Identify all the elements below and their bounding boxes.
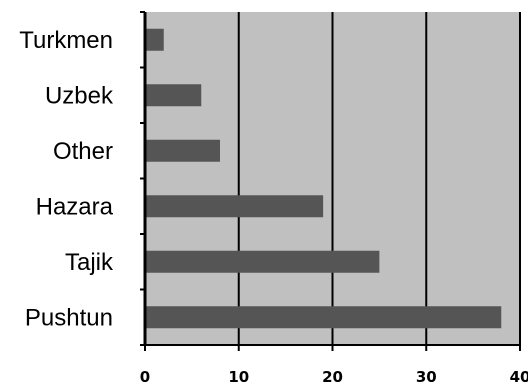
bar-other [145,139,220,162]
category-label-other: Other [53,138,113,165]
category-label-turkmen: Turkmen [19,27,113,54]
x-tick-label-0: 0 [140,368,150,385]
bar-uzbek [145,84,202,107]
category-label-tajik: Tajik [65,249,114,276]
bar-pushtun [145,306,502,329]
x-tick-label-20: 20 [322,368,343,385]
category-label-uzbek: Uzbek [45,82,114,109]
bar-turkmen [145,28,164,51]
bar-tajik [145,250,380,273]
bar-hazara [145,195,324,218]
category-label-hazara: Hazara [36,193,114,220]
category-label-pushtun: Pushtun [25,304,113,331]
x-tick-label-10: 10 [228,368,249,385]
x-tick-label-40: 40 [510,368,528,385]
x-tick-label-30: 30 [416,368,437,385]
